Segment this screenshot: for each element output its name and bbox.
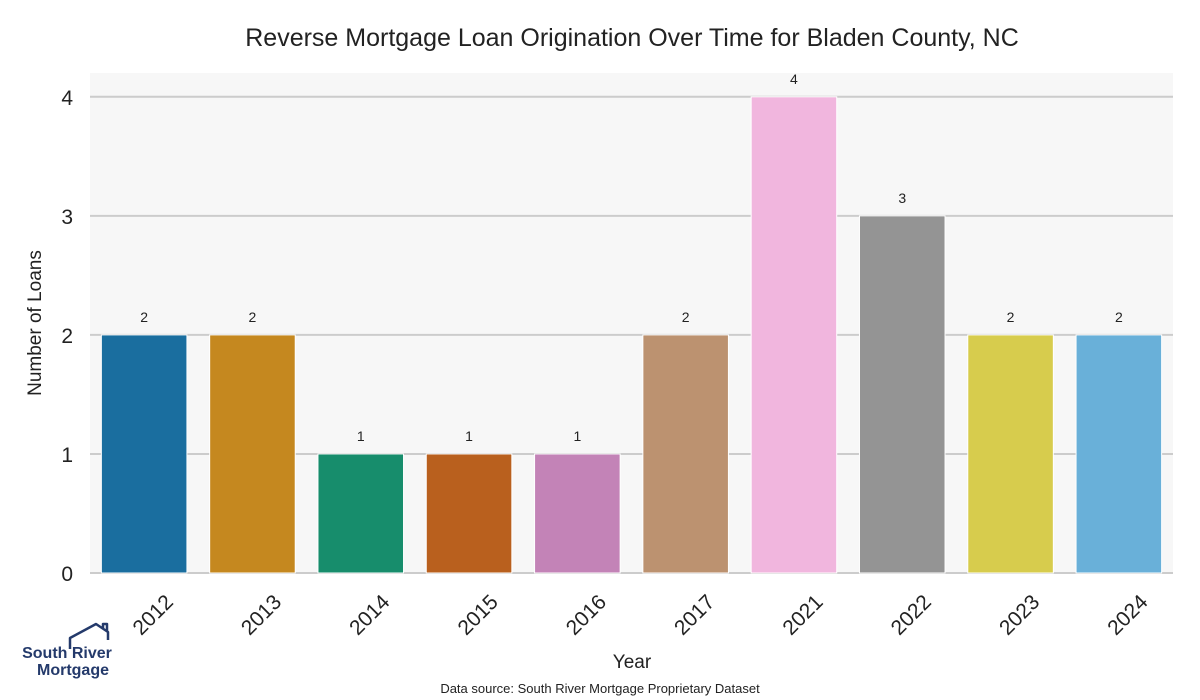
x-tick-label: 2017 bbox=[670, 590, 719, 639]
y-tick-label: 1 bbox=[61, 444, 73, 467]
logo-line-1: South River bbox=[22, 645, 112, 662]
bar-value-label: 2 bbox=[140, 309, 148, 325]
bar-value-label: 1 bbox=[357, 428, 365, 444]
bar-2013 bbox=[209, 334, 296, 574]
x-tick-label: 2013 bbox=[237, 590, 286, 639]
x-tick-label: 2016 bbox=[562, 590, 611, 639]
bar-value-label: 1 bbox=[465, 428, 473, 444]
bar-2021 bbox=[750, 96, 838, 574]
bar-2014 bbox=[317, 453, 405, 574]
bar-value-label: 1 bbox=[573, 428, 581, 444]
bar-value-label: 4 bbox=[790, 71, 798, 87]
logo-line-2: Mortgage bbox=[37, 662, 109, 679]
chart-title: Reverse Mortgage Loan Origination Over T… bbox=[245, 24, 1019, 52]
bar-2012 bbox=[100, 334, 188, 574]
bar-2022 bbox=[858, 215, 946, 574]
x-axis-title: Year bbox=[613, 652, 652, 673]
bar-value-labels: 2 2 1 1 1 2 4 3 2 2 bbox=[140, 71, 1123, 444]
y-axis-ticks: 0 1 2 3 4 bbox=[61, 87, 73, 586]
x-tick-label: 2014 bbox=[345, 590, 395, 640]
bar-value-label: 2 bbox=[1115, 309, 1123, 325]
bar-value-label: 2 bbox=[1007, 309, 1015, 325]
y-tick-label: 4 bbox=[61, 87, 73, 110]
x-tick-label: 2012 bbox=[129, 590, 178, 639]
bar-2016 bbox=[534, 453, 621, 574]
bar-value-label: 2 bbox=[249, 309, 257, 325]
bar-2017 bbox=[642, 334, 729, 574]
y-axis-title: Number of Loans bbox=[25, 250, 46, 396]
x-tick-label: 2015 bbox=[453, 590, 502, 639]
data-source-note: Data source: South River Mortgage Propri… bbox=[440, 681, 760, 696]
bar-value-label: 2 bbox=[682, 309, 690, 325]
bar-2023 bbox=[967, 334, 1054, 574]
x-axis-ticks: 2012 2013 2014 2015 2016 2017 2021 2022 2023 2024 bbox=[129, 590, 1153, 640]
x-tick-label: 2023 bbox=[995, 590, 1044, 639]
y-tick-label: 3 bbox=[61, 206, 73, 229]
house-outline-icon bbox=[68, 622, 110, 649]
south-river-logo: South River Mortgage bbox=[22, 622, 112, 679]
bar-2015 bbox=[425, 453, 513, 574]
x-tick-label: 2022 bbox=[887, 590, 936, 639]
bar-2024 bbox=[1075, 334, 1163, 574]
bar-value-label: 3 bbox=[898, 190, 906, 206]
bars bbox=[100, 96, 1163, 574]
x-tick-label: 2024 bbox=[1103, 590, 1153, 640]
y-tick-label: 2 bbox=[61, 325, 73, 348]
x-tick-label: 2021 bbox=[778, 590, 827, 639]
y-tick-label: 0 bbox=[61, 563, 73, 586]
